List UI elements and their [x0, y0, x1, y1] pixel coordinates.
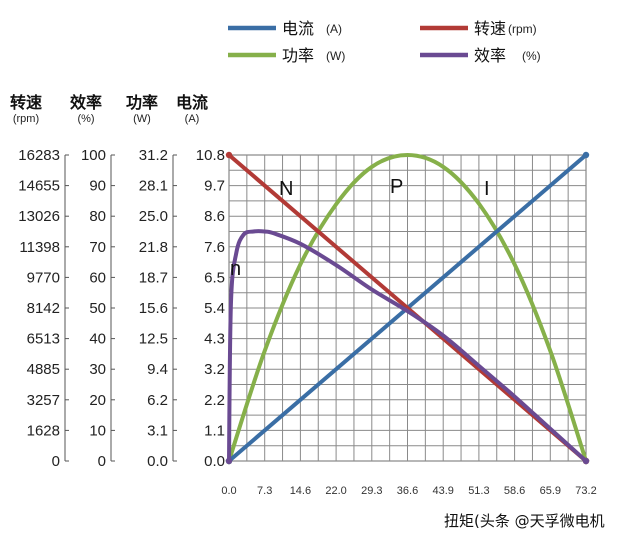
- y-tick-label: 9770: [27, 269, 60, 286]
- x-tick-label: 7.3: [257, 485, 272, 497]
- y-tick-label: 0.0: [204, 453, 225, 470]
- y-axis-title: 电流: [176, 93, 208, 112]
- y-tick-label: 28.1: [139, 178, 168, 195]
- y-tick-label: 15.6: [139, 300, 168, 317]
- x-tick-label: 36.6: [397, 485, 418, 497]
- y-axis-unit: (A): [185, 113, 200, 125]
- y-tick-label: 31.2: [139, 147, 168, 164]
- legend-unit: (A): [326, 22, 342, 36]
- legend-unit: (%): [522, 49, 541, 63]
- y-tick-label: 10.8: [196, 147, 225, 164]
- y-tick-label: 5.4: [204, 300, 225, 317]
- y-tick-label: 100: [81, 147, 106, 164]
- y-tick-label: 1628: [27, 422, 60, 439]
- y-tick-label: 50: [89, 300, 106, 317]
- curve-labels: I N Pn: [230, 176, 490, 280]
- y-tick-label: 30: [89, 361, 106, 378]
- curve-label-I: I: [484, 178, 490, 200]
- y-tick-label: 0.0: [147, 453, 168, 470]
- y-tick-label: 6513: [27, 331, 60, 348]
- legend-unit: (rpm): [508, 22, 537, 36]
- series-line-N: [227, 153, 588, 463]
- y-tick-label: 2.2: [204, 392, 225, 409]
- x-tick-label: 43.9: [432, 485, 453, 497]
- series-point-I: [582, 151, 590, 159]
- y-axis-unit: (%): [77, 113, 94, 125]
- y-axis-unit: (rpm): [13, 113, 39, 125]
- x-tick-label: 29.3: [361, 485, 382, 497]
- watermark: 扭矩(头条 @天孚微电机: [444, 512, 605, 530]
- legend-name: 效率: [474, 46, 506, 65]
- y-tick-label: 90: [89, 178, 106, 195]
- y-axis-title: 转速: [10, 93, 42, 112]
- y-tick-label: 0: [98, 453, 106, 470]
- y-tick-label: 12.5: [139, 331, 168, 348]
- y-tick-label: 80: [89, 208, 106, 225]
- curve-label-P: P: [390, 176, 403, 198]
- y-axis-unit: (W): [133, 113, 151, 125]
- y-tick-label: 60: [89, 269, 106, 286]
- y-tick-label: 7.6: [204, 239, 225, 256]
- y-tick-label: 6.2: [147, 392, 168, 409]
- y-tick-label: 14655: [18, 178, 60, 195]
- y-tick-label: 9.7: [204, 178, 225, 195]
- y-tick-label: 4.3: [204, 331, 225, 348]
- y-tick-label: 16283: [18, 147, 60, 164]
- curve-label-N: N: [279, 178, 293, 200]
- y-tick-label: 20: [89, 392, 106, 409]
- y-axes: 0 1628 3257 4885 6513 8142 9770 11398 13026 14655…: [10, 93, 225, 470]
- y-tick-label: 4885: [27, 361, 60, 378]
- y-axis-title: 功率: [126, 93, 158, 112]
- y-tick-label: 1.1: [204, 422, 225, 439]
- legend: 电流 (A) 转速 (rpm) 功率 (W) 效率 (%): [228, 19, 541, 65]
- y-tick-label: 0: [52, 453, 60, 470]
- series-point-n: [582, 457, 590, 465]
- y-tick-label: 3.1: [147, 422, 168, 439]
- y-tick-label: 3257: [27, 392, 60, 409]
- x-tick-label: 51.3: [468, 485, 489, 497]
- y-tick-label: 3.2: [204, 361, 225, 378]
- x-tick-label: 0.0: [221, 485, 236, 497]
- x-tick-label: 22.0: [325, 485, 346, 497]
- y-tick-label: 11398: [19, 239, 60, 256]
- legend-name: 转速: [474, 19, 506, 38]
- x-tick-label: 65.9: [540, 485, 561, 497]
- legend-name: 功率: [282, 46, 314, 65]
- y-tick-label: 6.5: [204, 269, 225, 286]
- y-tick-label: 18.7: [139, 269, 168, 286]
- y-tick-label: 9.4: [147, 361, 168, 378]
- y-tick-label: 21.8: [139, 239, 168, 256]
- legend-unit: (W): [326, 49, 345, 63]
- y-tick-label: 8142: [27, 300, 60, 317]
- series-group: [225, 151, 590, 465]
- series-point-N: [225, 151, 233, 159]
- curve-label-n: n: [230, 258, 241, 280]
- x-tick-label: 58.6: [504, 485, 525, 497]
- series-point-n: [225, 457, 233, 465]
- y-tick-label: 40: [89, 331, 106, 348]
- y-tick-label: 13026: [18, 208, 60, 225]
- series-line-n: [227, 229, 588, 463]
- y-axis-title: 效率: [70, 93, 102, 112]
- y-tick-label: 25.0: [139, 208, 168, 225]
- x-tick-label: 14.6: [290, 485, 311, 497]
- grid: [228, 154, 587, 462]
- x-tick-label: 73.2: [575, 485, 596, 497]
- x-axis-ticks: 0.0 7.3 14.6 22.0 29.3 36.6 43.9 51.3 58.6 65.9 73…: [221, 485, 596, 497]
- y-tick-label: 70: [89, 239, 106, 256]
- series-line-P: [227, 153, 588, 463]
- legend-name: 电流: [282, 19, 314, 38]
- y-tick-label: 8.6: [204, 208, 225, 225]
- y-tick-label: 10: [89, 422, 106, 439]
